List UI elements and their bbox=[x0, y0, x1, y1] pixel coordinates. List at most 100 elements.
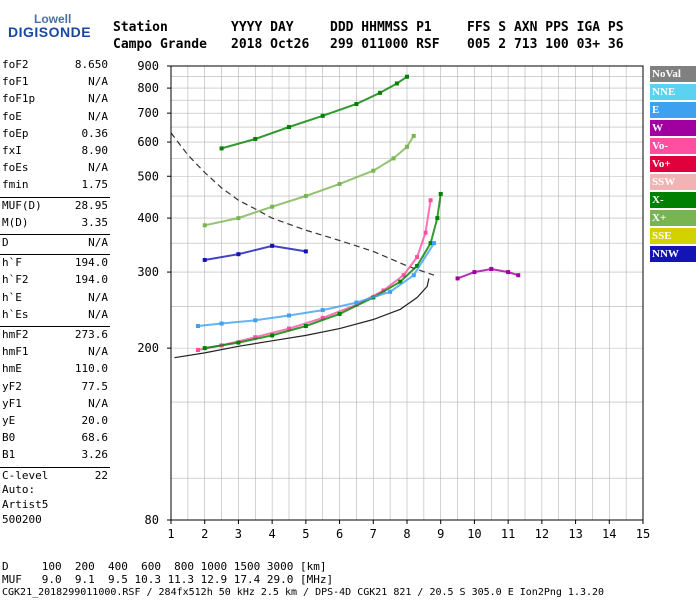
param-value: 8.90 bbox=[81, 144, 109, 157]
y-tick-label: 200 bbox=[137, 341, 159, 355]
legend-item-voplus: Vo+ bbox=[650, 156, 696, 172]
legend-item-nnw: NNW bbox=[650, 246, 696, 262]
x-tick-label: 7 bbox=[370, 527, 377, 541]
param-label: fmin bbox=[2, 178, 29, 192]
param-value: 194.0 bbox=[74, 273, 108, 287]
x-tick-label: 14 bbox=[602, 527, 616, 541]
param-value: 68.6 bbox=[81, 431, 109, 445]
data-point-e bbox=[195, 324, 200, 329]
chart-marks bbox=[170, 74, 521, 359]
x-tick-label: 13 bbox=[568, 527, 582, 541]
param-value: 8.650 bbox=[74, 58, 108, 71]
legend-item-sse: SSE bbox=[650, 228, 696, 244]
param-label: M(D) bbox=[2, 215, 29, 229]
param-value: 1.75 bbox=[81, 178, 109, 192]
param-label: B1 bbox=[2, 448, 16, 462]
auto-program: Artist5 bbox=[2, 498, 49, 511]
x-tick-label: 8 bbox=[403, 527, 410, 541]
y-tick-label: 800 bbox=[137, 81, 159, 95]
param-label: yE bbox=[2, 414, 16, 427]
param-value: 22 bbox=[94, 468, 108, 482]
x-tick-label: 3 bbox=[235, 527, 242, 541]
header-date-label: YYYY DAY bbox=[231, 20, 294, 35]
param-label: h`Es bbox=[2, 307, 29, 321]
legend-item-xplus: X+ bbox=[650, 210, 696, 226]
param-label: C-level bbox=[2, 468, 49, 482]
series-trace-5 bbox=[221, 75, 408, 150]
param-label: h`F bbox=[2, 256, 22, 270]
y-tick-label: 600 bbox=[137, 135, 159, 149]
footer-file-info: CGK21_2018299011000.RSF / 284fx512h 50 k… bbox=[2, 587, 605, 598]
legend-item-w: W bbox=[650, 120, 696, 136]
param-label: hmF1 bbox=[2, 345, 29, 359]
param-value: N/A bbox=[88, 161, 108, 175]
header-time-label: DDD HHMMSS P1 bbox=[330, 20, 432, 35]
logo-lowell: Lowell bbox=[34, 12, 72, 26]
y-tick-label: 900 bbox=[137, 59, 159, 73]
chart-grid bbox=[170, 65, 644, 520]
param-label: fxI bbox=[2, 144, 22, 157]
series-trace-2 bbox=[197, 242, 435, 327]
footer-muf-row: MUF 9.0 9.1 9.5 10.3 11.3 12.9 17.4 29.0… bbox=[2, 573, 334, 586]
legend-item-e: E bbox=[650, 102, 696, 118]
param-label: foF1p bbox=[2, 92, 36, 106]
param-separator bbox=[0, 326, 110, 327]
x-tick-label: 1 bbox=[167, 527, 174, 541]
param-label: foEs bbox=[2, 161, 29, 175]
x-tick-label: 5 bbox=[302, 527, 309, 541]
x-tick-label: 10 bbox=[467, 527, 481, 541]
param-separator bbox=[0, 466, 110, 468]
data-point-xplus bbox=[411, 133, 416, 138]
param-label: hmF2 bbox=[2, 328, 29, 341]
series-trace-4 bbox=[204, 135, 415, 227]
x-tick-label: 2 bbox=[201, 527, 208, 541]
param-separator bbox=[0, 234, 110, 235]
param-value: N/A bbox=[88, 396, 108, 410]
legend-item-ssw: SSW bbox=[650, 174, 696, 190]
param-label: hmE bbox=[2, 362, 22, 376]
series-trace-0 bbox=[197, 200, 432, 351]
param-label: h`F2 bbox=[2, 273, 29, 287]
param-label: foEp bbox=[2, 126, 29, 140]
header-time-value: 299 011000 RSF bbox=[330, 37, 440, 52]
param-value: N/A bbox=[88, 290, 108, 304]
param-value: 3.35 bbox=[81, 215, 109, 229]
param-value: N/A bbox=[88, 307, 108, 321]
y-tick-label: 80 bbox=[145, 513, 159, 527]
param-label: B0 bbox=[2, 431, 16, 445]
x-tick-label: 9 bbox=[437, 527, 444, 541]
x-tick-label: 11 bbox=[501, 527, 515, 541]
param-value: 20.0 bbox=[81, 414, 109, 427]
y-tick-label: 300 bbox=[137, 265, 159, 279]
profile-curve bbox=[174, 278, 430, 359]
data-point-w bbox=[455, 276, 460, 281]
param-label: yF1 bbox=[2, 396, 22, 410]
legend-item-noval: NoVal bbox=[650, 66, 696, 82]
param-value: N/A bbox=[88, 75, 108, 89]
header-params-value: 005 2 713 100 03+ 36 bbox=[467, 37, 624, 52]
param-value: 77.5 bbox=[81, 379, 109, 393]
param-label: foE bbox=[2, 109, 22, 123]
series-trace-3 bbox=[457, 267, 519, 280]
data-point-e bbox=[431, 241, 436, 246]
footer-distance-row: D 100 200 400 600 800 1000 1500 3000 [km… bbox=[2, 560, 327, 573]
param-value: 0.36 bbox=[81, 126, 109, 140]
series-trace-6 bbox=[204, 244, 307, 261]
param-separator bbox=[0, 254, 110, 256]
param-label: D bbox=[2, 236, 9, 249]
y-tick-label: 400 bbox=[137, 211, 159, 225]
chart-axes: 1 2 3 4 5 6 7 8 9 10 11 12 13 14 158020030040050060070… bbox=[137, 59, 650, 541]
header-station-label: Station bbox=[113, 20, 168, 35]
legend-item-vominus: Vo- bbox=[650, 138, 696, 154]
auto-label: Auto: bbox=[2, 483, 36, 496]
param-value: 28.95 bbox=[74, 198, 108, 212]
x-tick-label: 4 bbox=[269, 527, 276, 541]
param-label: foF1 bbox=[2, 75, 29, 89]
param-value: N/A bbox=[88, 109, 108, 123]
legend-item-nne: NNE bbox=[650, 84, 696, 100]
autoscaling-info: Auto: Artist5 500200 bbox=[2, 482, 48, 527]
y-tick-label: 700 bbox=[137, 106, 159, 120]
param-label: yF2 bbox=[2, 379, 22, 393]
param-value: 273.6 bbox=[74, 328, 108, 341]
